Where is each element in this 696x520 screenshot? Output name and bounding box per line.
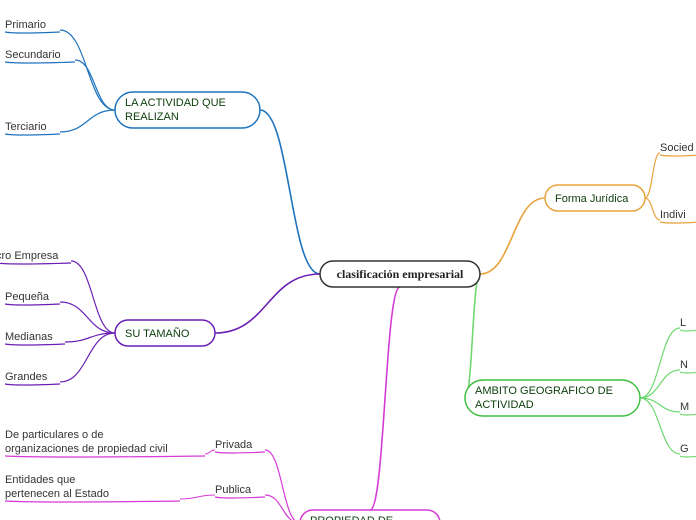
leaf-underline — [215, 452, 265, 453]
svg-text:Terciario: Terciario — [5, 121, 47, 133]
leaf-node: M — [680, 401, 689, 413]
connector — [645, 153, 660, 198]
svg-text:Medianas: Medianas — [5, 331, 53, 343]
svg-text:Indivi: Indivi — [660, 209, 686, 221]
branch-label: AMBITO GEOGRAFICO DE — [475, 385, 613, 397]
leaf-underline — [680, 372, 696, 373]
leaf-node: De particulares o de organizaciones de pr… — [5, 429, 168, 455]
connector — [645, 198, 660, 220]
svg-text:Primario: Primario — [5, 19, 46, 31]
leaf-underline — [5, 344, 65, 345]
leaf-node: Socied — [660, 142, 694, 154]
connector — [60, 110, 115, 132]
svg-text:G: G — [680, 443, 689, 455]
connector — [260, 110, 320, 274]
connector — [215, 274, 320, 333]
leaf-underline — [680, 414, 696, 415]
branch-node-actividad[interactable]: LA ACTIVIDAD QUE REALIZAN — [115, 92, 260, 128]
connector — [205, 450, 215, 454]
svg-text:L: L — [680, 317, 686, 329]
connector — [60, 30, 115, 110]
leaf-node: N — [680, 359, 688, 371]
leaf-node: G — [680, 443, 689, 455]
leaf-node: Secundario — [5, 49, 61, 61]
connector — [640, 328, 680, 398]
svg-text:Publica: Publica — [215, 484, 252, 496]
connector — [180, 495, 215, 499]
leaf-underline — [680, 330, 696, 331]
leaf-underline — [0, 263, 71, 264]
leaf-underline — [5, 62, 75, 63]
leaf-node: Medianas — [5, 331, 53, 343]
leaf-underline — [5, 384, 60, 385]
svg-text:cro Empresa: cro Empresa — [0, 250, 59, 262]
branch-label: ACTIVIDAD — [475, 399, 534, 411]
leaf-node: Entidades que pertenecen al Estado — [5, 474, 109, 500]
leaf-underline — [5, 32, 60, 33]
leaf-underline — [215, 497, 265, 498]
leaf-node: Grandes — [5, 371, 48, 383]
branch-label: SU TAMAÑO — [125, 327, 190, 340]
svg-text:Secundario: Secundario — [5, 49, 61, 61]
leaf-node: Indivi — [660, 209, 686, 221]
svg-text:Pequeña: Pequeña — [5, 291, 50, 303]
branch-node-propiedad[interactable]: PROPIEDAD DECAPITAL — [300, 510, 440, 520]
leaf-node: Publica — [215, 484, 252, 496]
svg-text:organizaciones de propiedad ci: organizaciones de propiedad civil — [5, 443, 168, 455]
connector — [60, 333, 115, 382]
svg-text:N: N — [680, 359, 688, 371]
branch-node-forma[interactable]: Forma Jurídica — [545, 185, 645, 211]
leaf-node: Terciario — [5, 121, 47, 133]
leaf-underline — [680, 456, 696, 457]
leaf-underline — [660, 155, 696, 156]
leaf-node: L — [680, 317, 686, 329]
connector — [640, 398, 680, 454]
leaf-underline — [660, 222, 696, 223]
branch-node-tamano[interactable]: SU TAMAÑO — [115, 320, 215, 346]
svg-text:M: M — [680, 401, 689, 413]
svg-text:Socied: Socied — [660, 142, 694, 154]
connector — [71, 261, 115, 333]
branch-label: LA ACTIVIDAD QUE — [125, 97, 226, 109]
leaf-underline — [5, 304, 60, 305]
connector — [465, 274, 480, 398]
branch-node-ambito[interactable]: AMBITO GEOGRAFICO DE ACTIVIDAD — [465, 380, 640, 416]
svg-text:Entidades que: Entidades que — [5, 474, 75, 486]
center-label: clasificación empresarial — [337, 267, 464, 281]
leaf-node: Pequeña — [5, 291, 50, 303]
svg-text:Grandes: Grandes — [5, 371, 48, 383]
branch-label: PROPIEDAD DE — [310, 515, 393, 520]
leaf-node: Primario — [5, 19, 46, 31]
connector — [640, 370, 680, 398]
connector — [265, 495, 300, 520]
leaf-underline — [5, 134, 60, 135]
connector — [480, 198, 545, 274]
leaf-underline — [5, 456, 205, 457]
connector — [75, 60, 115, 110]
center-node[interactable]: clasificación empresarial — [320, 261, 480, 287]
svg-text:pertenecen al Estado: pertenecen al Estado — [5, 488, 109, 500]
leaf-node: cro Empresa — [0, 250, 59, 262]
leaf-node: Privada — [215, 439, 253, 451]
svg-text:Privada: Privada — [215, 439, 253, 451]
branch-label: Forma Jurídica — [555, 193, 629, 205]
svg-text:De particulares o de: De particulares o de — [5, 429, 103, 441]
connector — [370, 287, 400, 510]
leaf-underline — [5, 501, 180, 502]
branch-label: REALIZAN — [125, 111, 179, 123]
